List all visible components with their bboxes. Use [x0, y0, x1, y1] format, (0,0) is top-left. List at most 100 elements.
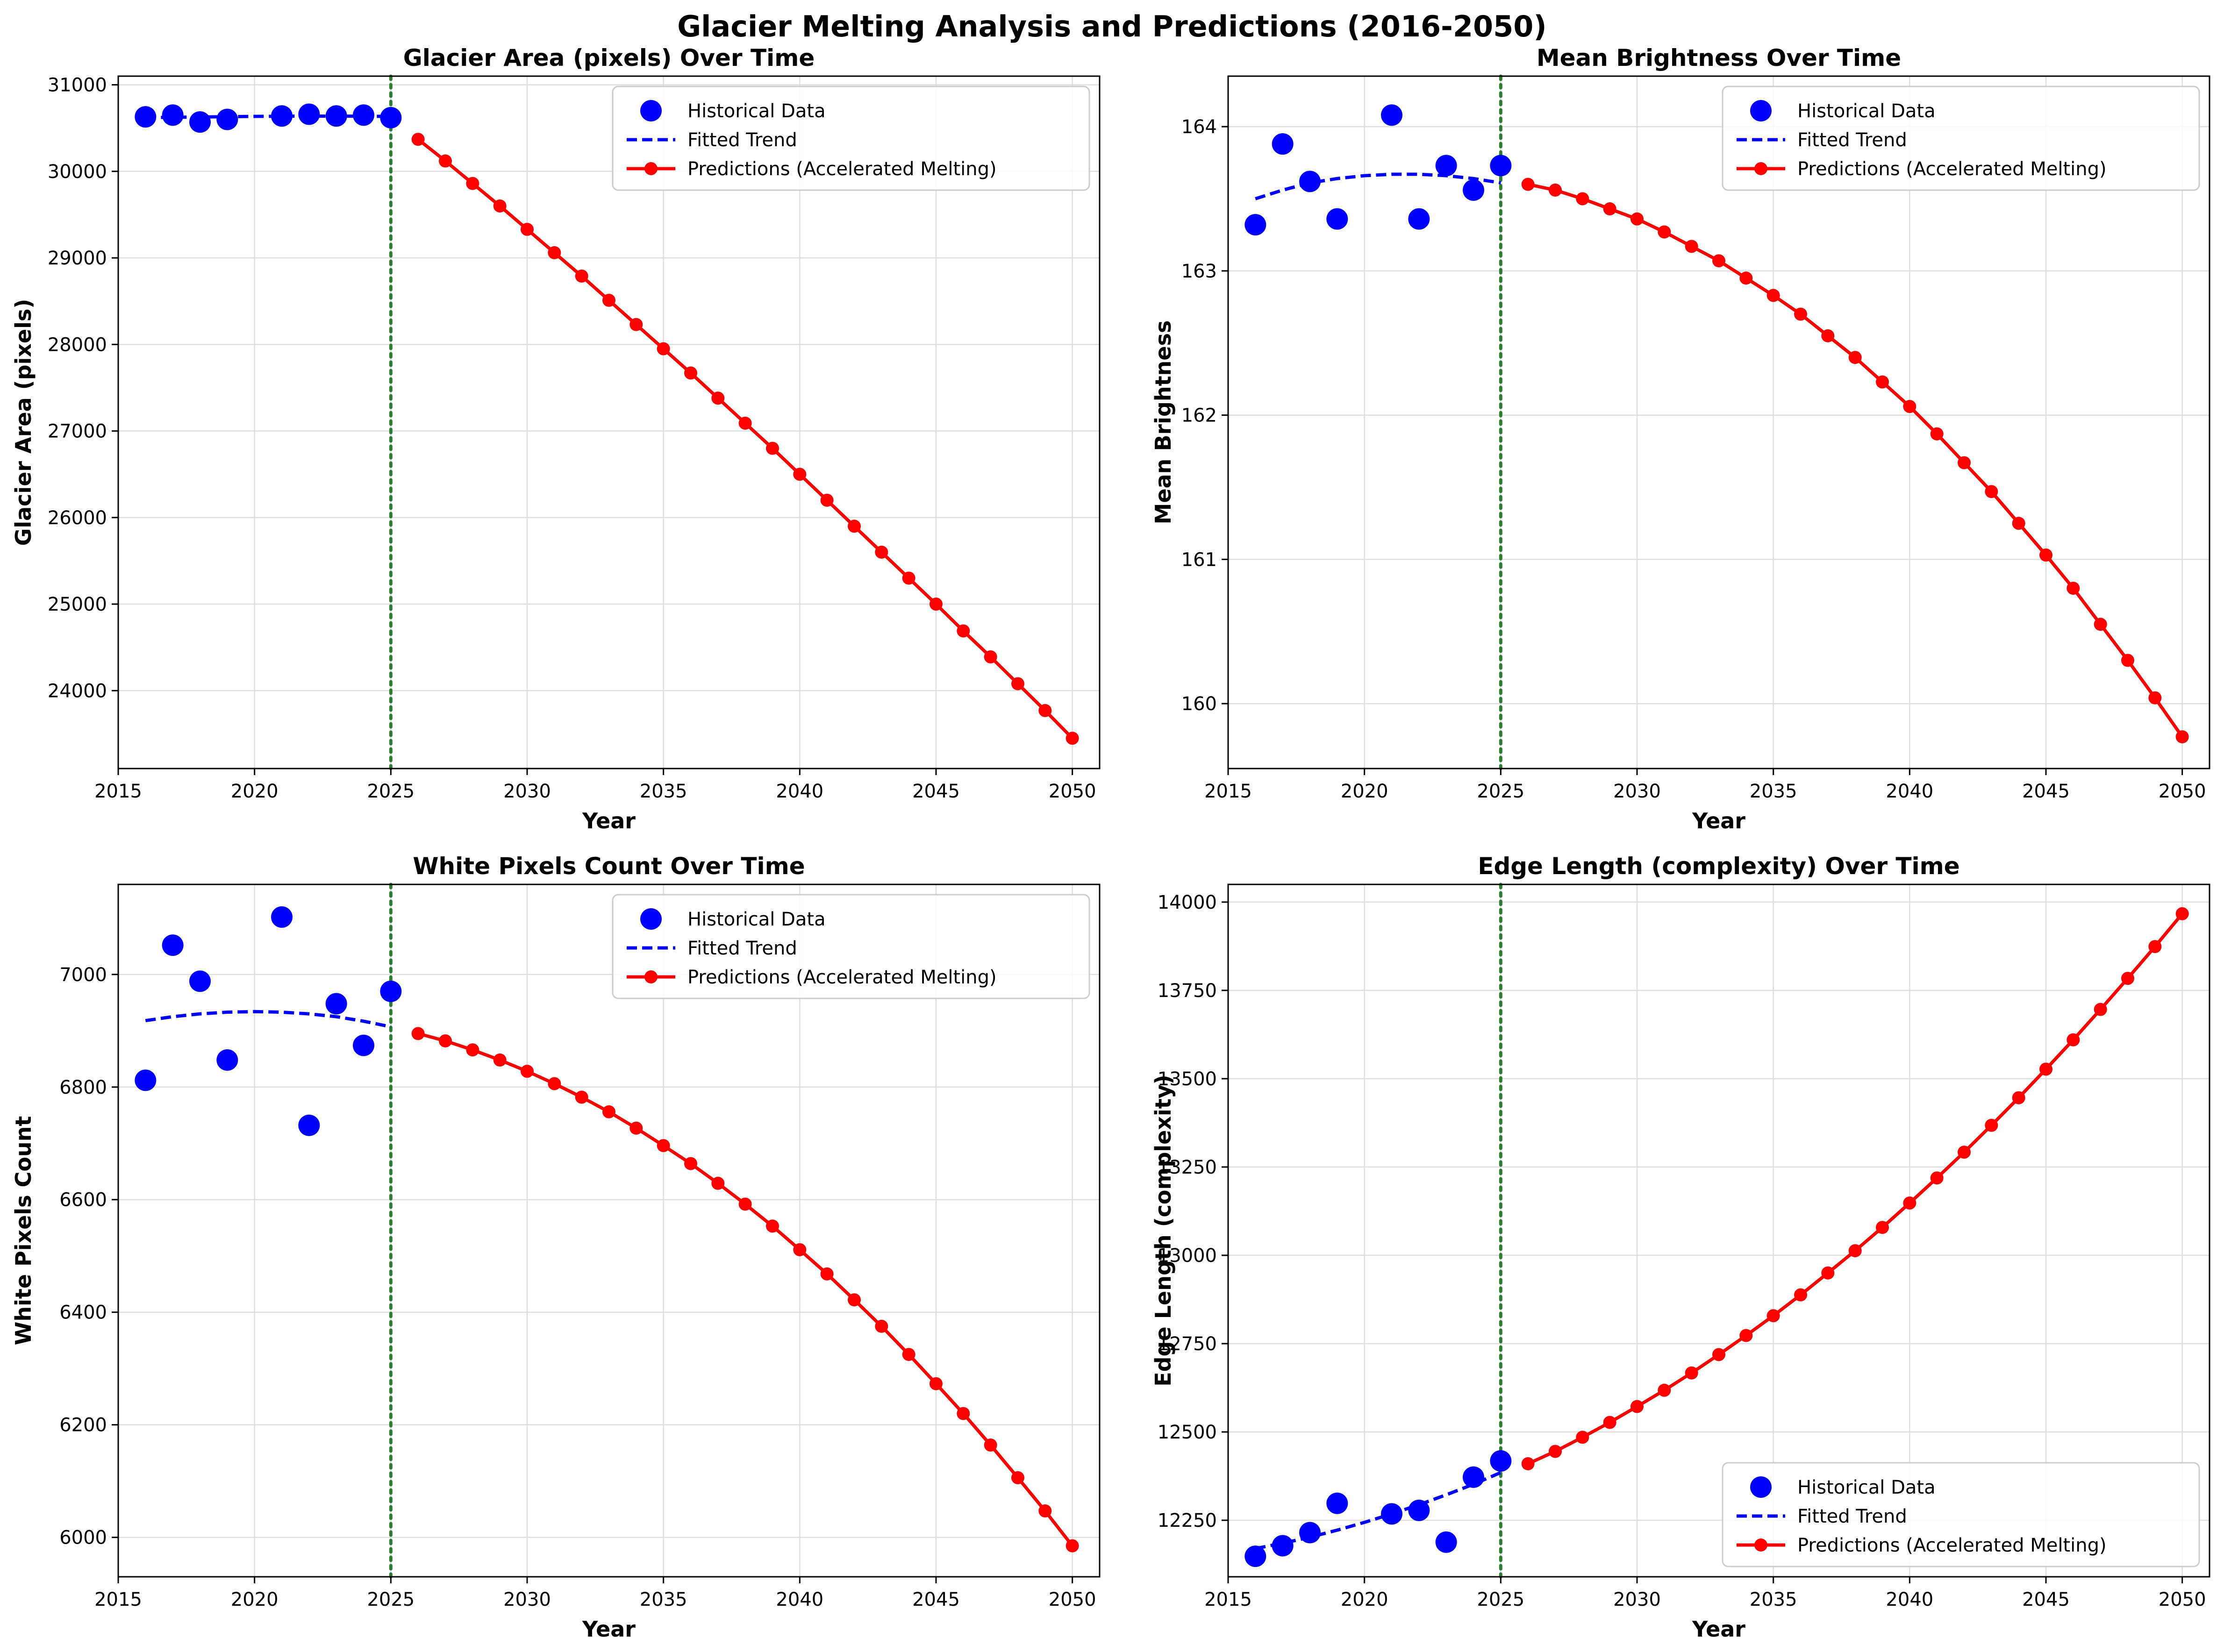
- prediction-point: [930, 1377, 943, 1390]
- prediction-point: [1066, 732, 1079, 745]
- prediction-point: [2175, 907, 2189, 920]
- prediction-point: [875, 1319, 888, 1333]
- prediction-point: [875, 545, 888, 559]
- x-tick-label: 2030: [503, 1589, 551, 1610]
- prediction-point: [1521, 178, 1535, 191]
- prediction-point: [548, 1077, 561, 1090]
- y-tick-label: 27000: [48, 421, 107, 442]
- historical-point: [1463, 1466, 1484, 1488]
- y-tick-label: 29000: [48, 248, 107, 269]
- x-tick-label: 2015: [94, 781, 142, 802]
- y-tick-label: 12500: [1158, 1422, 1217, 1443]
- legend-predictions-label: Predictions (Accelerated Melting): [687, 158, 997, 180]
- historical-point: [1435, 1531, 1457, 1553]
- y-tick-label: 7000: [59, 964, 107, 986]
- prediction-point: [1794, 307, 1807, 321]
- fitted-trend-line: [1255, 172, 1501, 200]
- axes-frame: [1227, 883, 2210, 1578]
- prediction-point: [711, 392, 725, 405]
- prediction-point: [1930, 427, 1944, 441]
- prediction-point: [411, 1027, 425, 1040]
- legend-predictions-marker: [1754, 162, 1767, 175]
- x-tick-label: 2050: [1049, 1589, 1096, 1610]
- historical-point: [298, 103, 320, 125]
- axes-frame: [1227, 75, 2210, 769]
- historical-point: [1299, 1522, 1321, 1544]
- legend-box: [1722, 1462, 2200, 1567]
- x-tick-label: 2045: [2022, 1589, 2070, 1610]
- historical-point: [1326, 1492, 1348, 1514]
- prediction-point: [548, 246, 561, 259]
- prediction-point: [493, 1053, 507, 1067]
- prediction-point: [1685, 1366, 1698, 1380]
- x-tick-label: 2035: [1750, 781, 1797, 802]
- x-tick-label: 2025: [1477, 1589, 1524, 1610]
- prediction-point: [657, 1139, 670, 1153]
- historical-point: [1408, 208, 1430, 230]
- y-tick-label: 162: [1181, 405, 1217, 427]
- prediction-point: [1958, 456, 1971, 470]
- historical-point: [353, 1034, 374, 1056]
- fitted-trend-line: [145, 114, 391, 120]
- prediction-point: [1658, 1383, 1671, 1397]
- x-axis-label: Year: [582, 1616, 636, 1642]
- historical-point: [216, 1049, 238, 1071]
- prediction-point: [984, 1438, 997, 1452]
- y-tick-label: 6000: [59, 1527, 107, 1549]
- prediction-point: [1576, 192, 1589, 206]
- historical-point: [298, 1114, 320, 1136]
- prediction-point: [2012, 1091, 2025, 1104]
- x-tick-label: 2015: [94, 1589, 142, 1610]
- legend-historical-marker: [640, 100, 662, 121]
- x-tick-label: 2030: [503, 781, 551, 802]
- prediction-point: [2121, 972, 2134, 985]
- x-tick-label: 2015: [1204, 781, 1252, 802]
- legend-predictions-marker: [1754, 1538, 1767, 1552]
- legend-fitted-label: Fitted Trend: [1797, 1506, 1907, 1527]
- y-tick-label: 6200: [59, 1415, 107, 1436]
- prediction-point: [493, 199, 507, 213]
- prediction-point: [1038, 1504, 1052, 1518]
- y-tick-label: 14000: [1158, 892, 1217, 913]
- prediction-point: [1985, 485, 1998, 498]
- historical-point: [380, 980, 402, 1002]
- prediction-point: [629, 1121, 643, 1135]
- fitted-trend-line: [145, 1010, 392, 1029]
- prediction-point: [848, 1293, 861, 1307]
- prediction-point: [1011, 677, 1024, 691]
- prediction-point: [820, 493, 834, 507]
- x-tick-label: 2045: [2022, 781, 2070, 802]
- x-tick-label: 2020: [231, 781, 279, 802]
- prediction-point: [957, 624, 970, 638]
- prediction-point: [2121, 654, 2134, 667]
- prediction-point: [711, 1176, 725, 1190]
- prediction-point: [1066, 1539, 1079, 1552]
- prediction-point: [793, 1243, 807, 1256]
- legend-fitted-label: Fitted Trend: [687, 938, 797, 959]
- axes-frame: [117, 75, 1101, 769]
- subplot-4: 2015 2020 2025 2030 2035 2040 2045 2050 12250 125…: [1151, 853, 2210, 1642]
- subplot-title: Mean Brightness Over Time: [1537, 44, 1901, 71]
- x-tick-label: 2035: [640, 781, 687, 802]
- prediction-point: [575, 1090, 588, 1104]
- legend-historical-marker: [1750, 1476, 1772, 1498]
- prediction-point: [1739, 1329, 1753, 1342]
- y-tick-label: 164: [1181, 116, 1217, 138]
- historical-point: [1272, 1535, 1294, 1557]
- historical-point: [162, 934, 184, 956]
- prediction-point: [957, 1407, 970, 1420]
- prediction-point: [466, 177, 479, 190]
- prediction-point: [766, 1219, 779, 1233]
- y-tick-label: 161: [1181, 549, 1217, 570]
- grid-lines: [117, 76, 1100, 769]
- legend-predictions-label: Predictions (Accelerated Melting): [1797, 1535, 2107, 1556]
- y-tick-label: 13750: [1158, 980, 1217, 1002]
- historical-point: [189, 970, 211, 992]
- legend-box: [612, 85, 1090, 191]
- x-tick-label: 2040: [776, 1589, 823, 1610]
- prediction-point: [2039, 548, 2052, 562]
- historical-point: [325, 105, 347, 127]
- legend: Historical Data Fitted Trend Predictions (…: [1722, 1462, 2200, 1567]
